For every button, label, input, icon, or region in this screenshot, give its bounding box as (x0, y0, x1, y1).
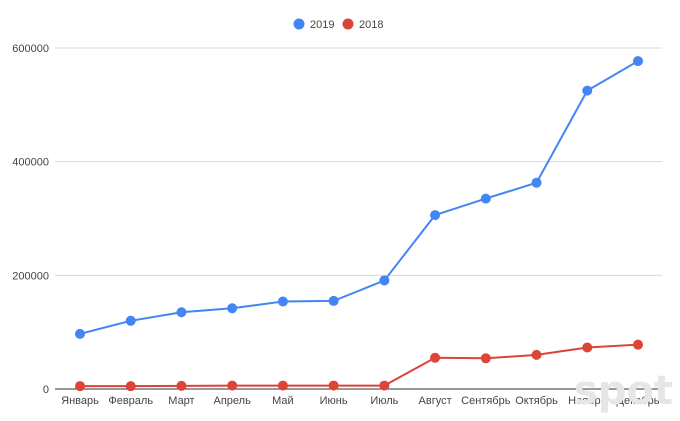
data-point (125, 315, 136, 326)
data-point (582, 85, 593, 96)
x-tick-label: Май (272, 395, 294, 407)
series-2018 (75, 339, 643, 392)
x-tick-label: Июнь (320, 395, 348, 407)
legend-item: 2019 (293, 18, 334, 31)
y-tick-label: 600000 (12, 43, 49, 55)
data-point (633, 56, 643, 67)
series-line (79, 60, 639, 335)
x-tick-label: Апрель (214, 395, 252, 407)
data-point (480, 193, 491, 204)
data-point (531, 177, 542, 188)
x-tick-label: Сентябрь (461, 395, 511, 407)
data-point (582, 342, 593, 353)
data-point (430, 352, 441, 363)
legend-label: 2019 (310, 19, 334, 31)
x-tick-label: Декабрь (617, 395, 660, 407)
x-tick-label: Август (419, 395, 452, 407)
legend: 2019 2018 (293, 18, 383, 31)
y-tick-label: 0 (43, 384, 49, 396)
data-point (379, 380, 390, 391)
x-tick-label: Январь (61, 395, 99, 407)
x-tick-label: Июль (370, 395, 398, 407)
series-2019 (75, 56, 643, 339)
data-point (328, 295, 339, 306)
data-point (176, 380, 187, 391)
data-point (633, 339, 643, 350)
x-tick-label: Ноябрь (568, 395, 606, 407)
data-point (531, 349, 542, 360)
data-point (328, 380, 339, 391)
data-point (75, 381, 85, 392)
x-tick-label: Февраль (108, 395, 153, 407)
series-layer (75, 56, 643, 392)
legend-label: 2018 (359, 19, 383, 31)
data-point (379, 275, 390, 286)
y-tick-label: 400000 (12, 157, 49, 169)
x-axis-ticks: Январь Февраль Март Апрель Май Июнь Июль Август… (61, 395, 660, 407)
data-point (277, 380, 288, 391)
data-point (277, 296, 288, 307)
x-tick-label: Октябрь (515, 395, 558, 407)
legend-swatch (293, 18, 305, 30)
legend-swatch (342, 18, 354, 30)
series-line (80, 343, 639, 388)
data-point (176, 307, 187, 318)
data-point (430, 210, 441, 221)
grid-layer (55, 47, 662, 390)
data-point (480, 353, 491, 364)
watermark-logo: spot (574, 368, 673, 414)
data-point (227, 380, 238, 391)
y-axis-ticks: 0 200000 400000 600000 (12, 43, 49, 396)
data-point (75, 328, 85, 339)
x-tick-label: Март (168, 395, 194, 407)
y-tick-label: 200000 (12, 270, 49, 282)
data-point (125, 381, 136, 392)
data-point (227, 303, 238, 314)
legend-item: 2018 (342, 18, 383, 31)
